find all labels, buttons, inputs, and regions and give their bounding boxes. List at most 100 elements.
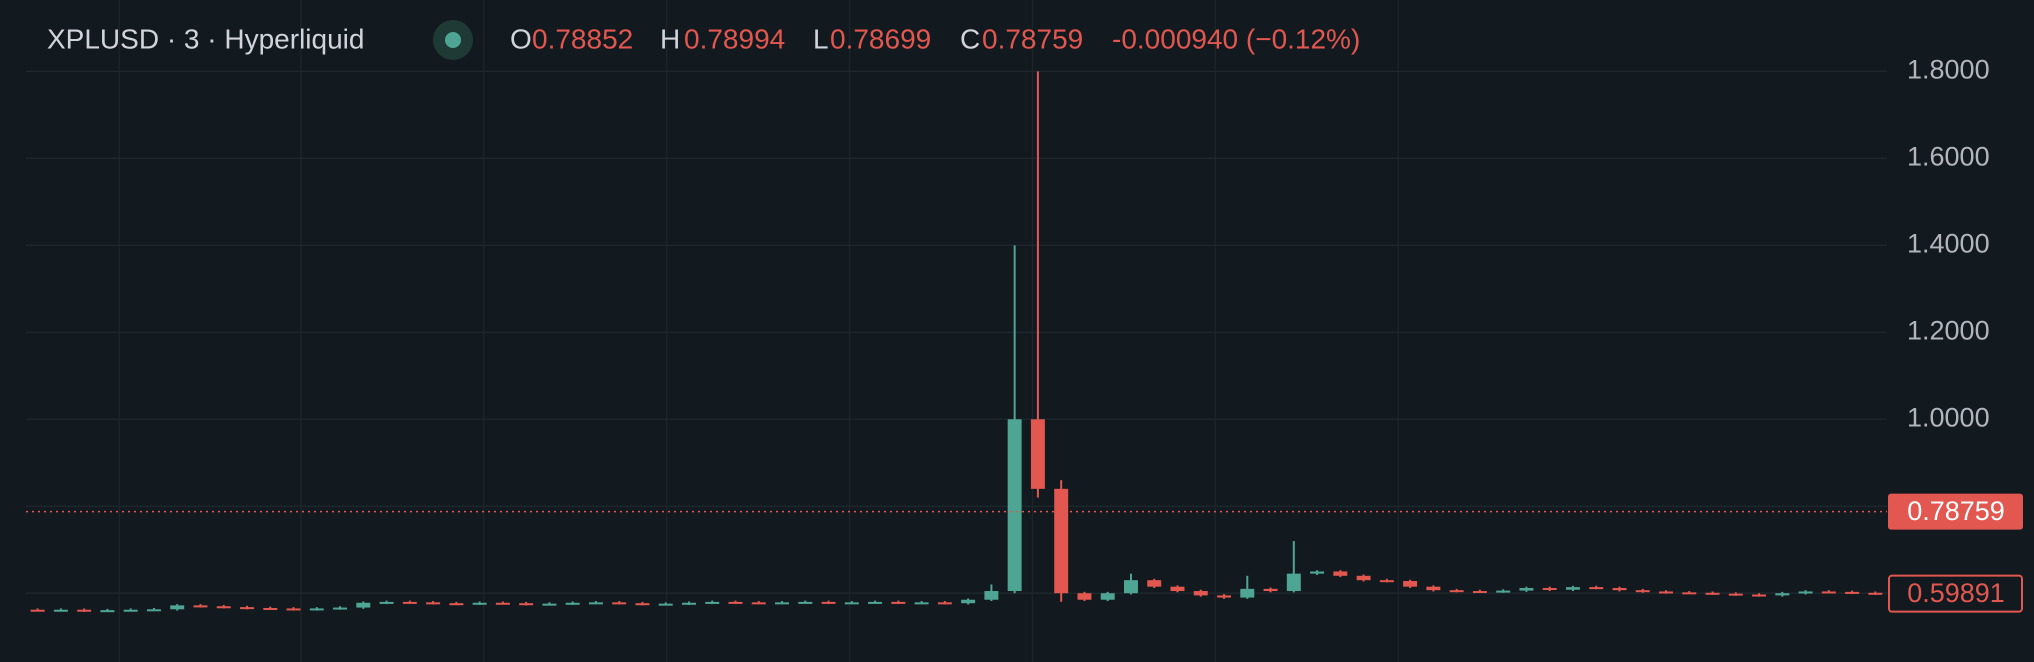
marker-price-label: 0.59891 — [1907, 578, 2005, 608]
candle-body — [1123, 580, 1138, 594]
open-value: 0.78852 — [532, 23, 633, 54]
candle-body — [961, 599, 976, 604]
candle-body — [1054, 488, 1069, 594]
candle-body — [1356, 575, 1371, 581]
candle-body — [705, 601, 720, 604]
candle-body — [426, 602, 441, 605]
change-value: -0.000940 (−0.12%) — [1112, 23, 1360, 54]
candle-body — [775, 602, 790, 605]
candle-body — [100, 610, 115, 613]
header: XPLUSD · 3 · Hyperliquid O 0.78852 H 0.7… — [47, 20, 1360, 60]
candle-body — [1007, 419, 1022, 592]
candle-body — [1821, 591, 1836, 594]
candle-body — [937, 602, 952, 605]
candle-body — [495, 602, 510, 605]
y-tick-label: 1.6000 — [1907, 141, 1990, 171]
candle-body — [240, 607, 254, 610]
candle-body — [263, 607, 278, 610]
candle-body — [1310, 571, 1325, 574]
candle-body — [193, 605, 208, 608]
candle-body — [77, 609, 92, 612]
candle-body — [565, 602, 580, 605]
y-tick-label: 1.4000 — [1907, 228, 1990, 258]
chart-title: XPLUSD · 3 · Hyperliquid — [47, 23, 364, 54]
candle-body — [472, 602, 487, 605]
candle-body — [588, 602, 603, 605]
candle-body — [1682, 592, 1697, 595]
candle-body — [53, 609, 68, 612]
candle-body — [1449, 590, 1464, 593]
candle-body — [286, 608, 301, 611]
candle-body — [844, 602, 859, 605]
candle-body — [519, 603, 534, 606]
y-tick-label: 1.0000 — [1907, 402, 1990, 432]
marker-price-box — [1888, 574, 2023, 613]
candles — [30, 71, 1883, 613]
candle-body — [1077, 593, 1092, 600]
candle-body — [123, 609, 138, 612]
low-value: 0.78699 — [830, 23, 931, 54]
candle-body — [1659, 591, 1673, 594]
candle-body — [798, 601, 813, 604]
open-label: O — [510, 23, 532, 54]
candle-body — [1728, 593, 1743, 596]
low-label: L — [813, 23, 829, 54]
status-dot — [445, 32, 461, 48]
high-label: H — [660, 23, 680, 54]
last-price-box — [1888, 493, 2023, 530]
overlay: 0.78759 0.59891 — [26, 493, 2023, 613]
candle-body — [984, 591, 999, 600]
candle-body — [1100, 593, 1115, 600]
candle-body — [379, 601, 394, 604]
candle-body — [1333, 571, 1348, 576]
candle-body — [728, 601, 743, 604]
candle-body — [1286, 573, 1301, 592]
candle-body — [1519, 587, 1534, 591]
candle-body — [30, 609, 45, 612]
candle-body — [146, 609, 161, 612]
candle-body — [658, 603, 673, 606]
candle-body — [542, 603, 557, 606]
candle-body — [1845, 591, 1860, 594]
candle-body — [612, 602, 627, 605]
candle-body — [1565, 587, 1580, 590]
high-value: 0.78994 — [684, 23, 785, 54]
candle-body — [1705, 592, 1720, 595]
candle-body — [309, 608, 324, 611]
candle-body — [1217, 595, 1231, 598]
candle-body — [1775, 593, 1790, 596]
candle-body — [1752, 594, 1767, 597]
candle-body — [891, 601, 906, 604]
candle-body — [1030, 419, 1045, 489]
candle-body — [1426, 586, 1441, 591]
candle-body — [1472, 591, 1487, 594]
candle-body — [1868, 592, 1883, 595]
candle-body — [1240, 588, 1255, 598]
candle-body — [914, 602, 929, 605]
candle-body — [1147, 580, 1162, 587]
candle-body — [1496, 590, 1511, 593]
candle-body — [1635, 590, 1650, 593]
candle-body — [1612, 587, 1627, 591]
candle-body — [1589, 587, 1604, 590]
candle-body — [449, 603, 464, 606]
time-grid — [118, 0, 1399, 662]
candle-body — [1379, 580, 1394, 583]
candle-body — [1798, 591, 1813, 594]
candle-body — [333, 607, 348, 610]
candle-body — [170, 605, 185, 610]
y-tick-label: 1.2000 — [1907, 315, 1990, 345]
candle-body — [1263, 588, 1278, 592]
candle-body — [1193, 591, 1208, 596]
candle-body — [1403, 581, 1418, 587]
candle-body — [821, 601, 836, 604]
candle-body — [868, 601, 883, 604]
close-value: 0.78759 — [982, 23, 1083, 54]
candle-body — [1170, 586, 1185, 592]
candle-body — [751, 602, 766, 605]
candle-body — [402, 601, 417, 604]
candle-body — [356, 602, 371, 608]
y-tick-label: 1.8000 — [1907, 55, 1990, 85]
last-price-label: 0.78759 — [1907, 496, 2005, 526]
